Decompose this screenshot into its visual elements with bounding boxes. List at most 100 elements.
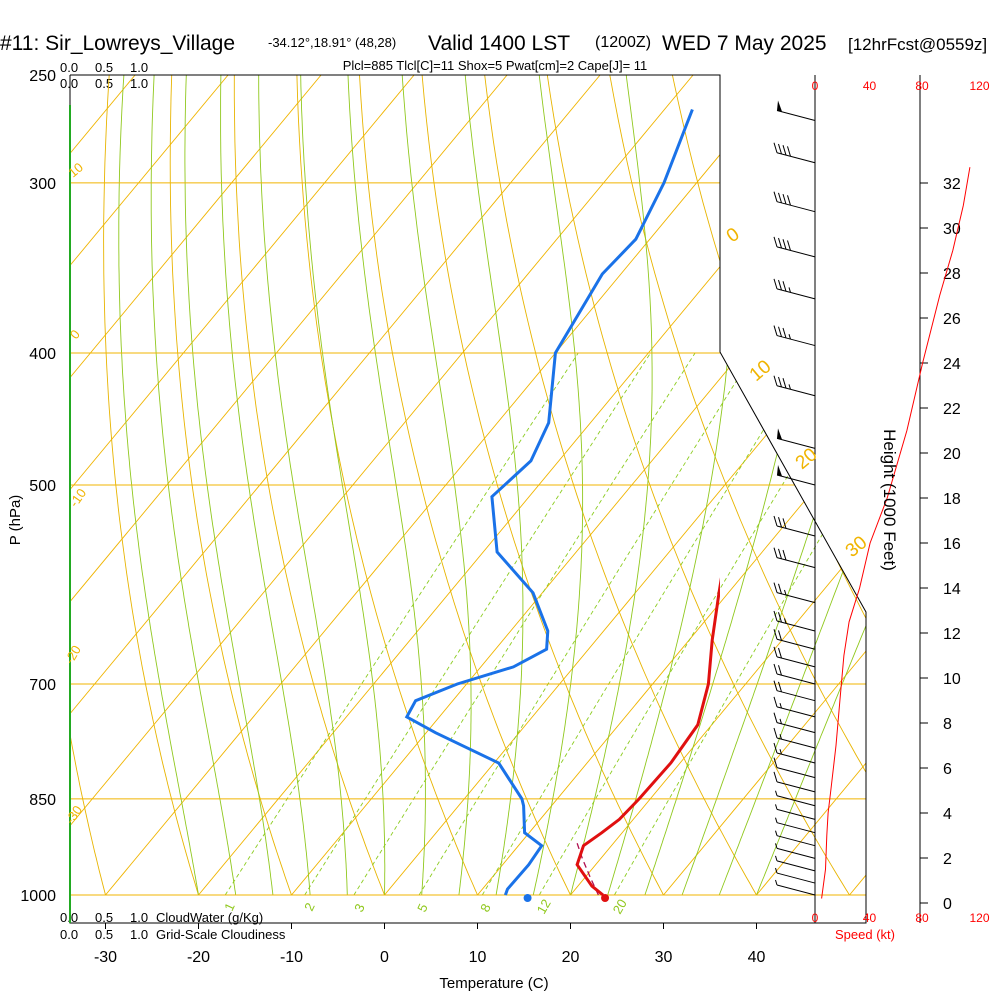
valid-date: WED 7 May 2025 xyxy=(662,32,827,55)
barb-half xyxy=(784,618,787,624)
wind-barb xyxy=(776,100,816,122)
wind-barb xyxy=(773,742,816,764)
barb-full xyxy=(782,327,787,339)
wind-barb xyxy=(773,142,816,164)
isotherm-label: 20 xyxy=(792,444,822,474)
barb-full xyxy=(773,515,778,527)
barb-staff xyxy=(776,557,816,569)
dry-adiabat-line xyxy=(296,75,478,896)
wind-barb xyxy=(773,680,816,702)
barb-full xyxy=(773,663,778,675)
height-tick-label: 18 xyxy=(943,491,961,508)
barb-staff xyxy=(776,673,816,685)
height-tick-label: 30 xyxy=(943,221,961,238)
barb-half xyxy=(775,843,778,849)
x-axis-title: Temperature (C) xyxy=(439,975,548,992)
speed-tick-top: 40 xyxy=(863,79,877,93)
wind-barb xyxy=(773,191,816,213)
barb-full xyxy=(773,646,778,658)
speed-tick-top: 120 xyxy=(969,79,989,93)
speed-tick-bottom: 80 xyxy=(915,911,929,925)
barb-full xyxy=(773,696,778,708)
barb-full xyxy=(778,647,782,659)
barb-half xyxy=(775,867,778,874)
barb-full xyxy=(778,279,782,291)
wind-barb xyxy=(775,855,816,872)
mixing-ratio-label: 20 xyxy=(610,896,630,916)
mixing-ratio-label: 8 xyxy=(477,901,494,914)
dry-adiabat-line xyxy=(103,75,199,896)
barb-full xyxy=(773,771,778,783)
wind-barb xyxy=(776,465,816,486)
cloudiness-tick-top-0: 0.0 xyxy=(60,76,78,91)
pressure-tick-label: 1000 xyxy=(20,888,56,905)
speed-tick-top: 80 xyxy=(915,79,929,93)
barb-full xyxy=(782,239,787,250)
isotherm-line xyxy=(70,75,322,896)
barb-half xyxy=(775,830,778,836)
cloudiness-tick-bottom-1: 0.5 xyxy=(95,927,113,942)
wind-barb xyxy=(775,817,816,834)
barb-full xyxy=(773,142,778,153)
barb-staff xyxy=(776,795,816,807)
height-tick-label: 10 xyxy=(943,671,961,688)
barb-staff xyxy=(776,474,816,486)
barb-staff xyxy=(776,808,816,820)
pressure-tick-label: 400 xyxy=(29,346,56,363)
x-tick-label: 0 xyxy=(380,949,389,966)
wind-barb xyxy=(773,278,816,300)
barb-half xyxy=(779,749,782,755)
dewpoint-line xyxy=(404,108,694,896)
mixing-ratio-labels: 1 2 3 5 8 12 20 xyxy=(221,896,630,916)
barb-staff xyxy=(776,872,816,884)
x-tick-label: -10 xyxy=(280,949,303,966)
wind-barb xyxy=(775,867,816,884)
dry-adiabat-line xyxy=(484,75,757,896)
height-tick-label: 0 xyxy=(943,896,952,913)
mixing-ratio-label: 12 xyxy=(534,896,554,916)
plot-frame xyxy=(69,74,921,924)
barb-full xyxy=(773,610,778,622)
barb-staff xyxy=(776,437,816,449)
moist-adiabat-line xyxy=(532,75,584,896)
wind-barb xyxy=(773,663,816,685)
barb-half xyxy=(775,817,778,823)
x-tick-label: -20 xyxy=(187,949,210,966)
barb-full xyxy=(778,326,782,337)
barb-staff xyxy=(776,385,816,397)
surface-dewpoint-marker xyxy=(523,894,532,902)
barb-staff xyxy=(776,592,816,604)
barb-half xyxy=(788,384,791,390)
barb-full xyxy=(773,727,778,739)
wind-barb xyxy=(775,830,816,847)
wind-barb xyxy=(773,712,816,734)
wind-barb xyxy=(773,325,816,347)
isotherm-label: 10 xyxy=(65,160,86,181)
barb-staff xyxy=(776,822,816,834)
height-tick-label: 20 xyxy=(943,446,961,463)
moist-adiabat-line xyxy=(150,75,237,896)
x-tick-label: 10 xyxy=(469,949,487,966)
dry-adiabat-line xyxy=(70,75,106,896)
moist-adiabat-line xyxy=(300,75,386,896)
pressure-tick-label: 700 xyxy=(29,677,56,694)
speed-tick-top: 0 xyxy=(812,79,819,93)
pressure-tick-label: 500 xyxy=(29,478,56,495)
barb-full xyxy=(773,191,778,202)
barb-full xyxy=(773,236,778,248)
wind-barb xyxy=(773,771,816,793)
barb-full xyxy=(782,549,787,561)
speed-axis-title: Speed (kt) xyxy=(835,927,895,942)
barb-staff xyxy=(776,152,816,164)
wind-barb xyxy=(773,236,816,258)
height-tick-label: 22 xyxy=(943,401,961,418)
barb-half xyxy=(788,287,791,293)
pressure-tick-label: 300 xyxy=(29,176,56,193)
mixing-ratio-label: 5 xyxy=(414,901,431,914)
x-tick-label: -30 xyxy=(94,949,117,966)
isotherm-label: 10 xyxy=(746,356,776,386)
barb-staff xyxy=(776,201,816,213)
barb-staff xyxy=(776,767,816,779)
wind-barb xyxy=(775,790,816,807)
isotherm-line xyxy=(70,75,229,896)
